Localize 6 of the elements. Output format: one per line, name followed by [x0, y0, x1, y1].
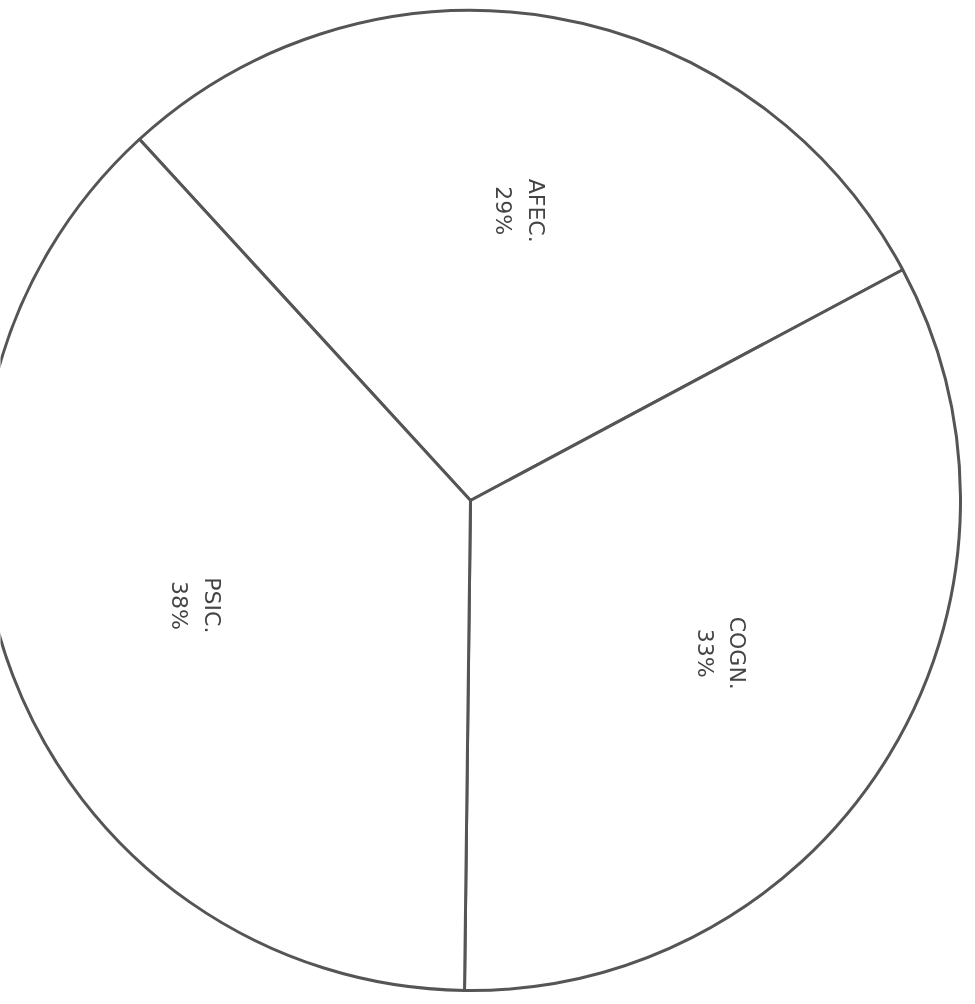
data-label: 29%: [491, 186, 517, 236]
slice-label: COGN.: [725, 616, 751, 690]
slice-label: AFEC.: [523, 178, 549, 243]
data-label: 38%: [167, 580, 193, 630]
data-label: 33%: [692, 628, 718, 678]
slice-label: PSIC.: [199, 577, 225, 634]
